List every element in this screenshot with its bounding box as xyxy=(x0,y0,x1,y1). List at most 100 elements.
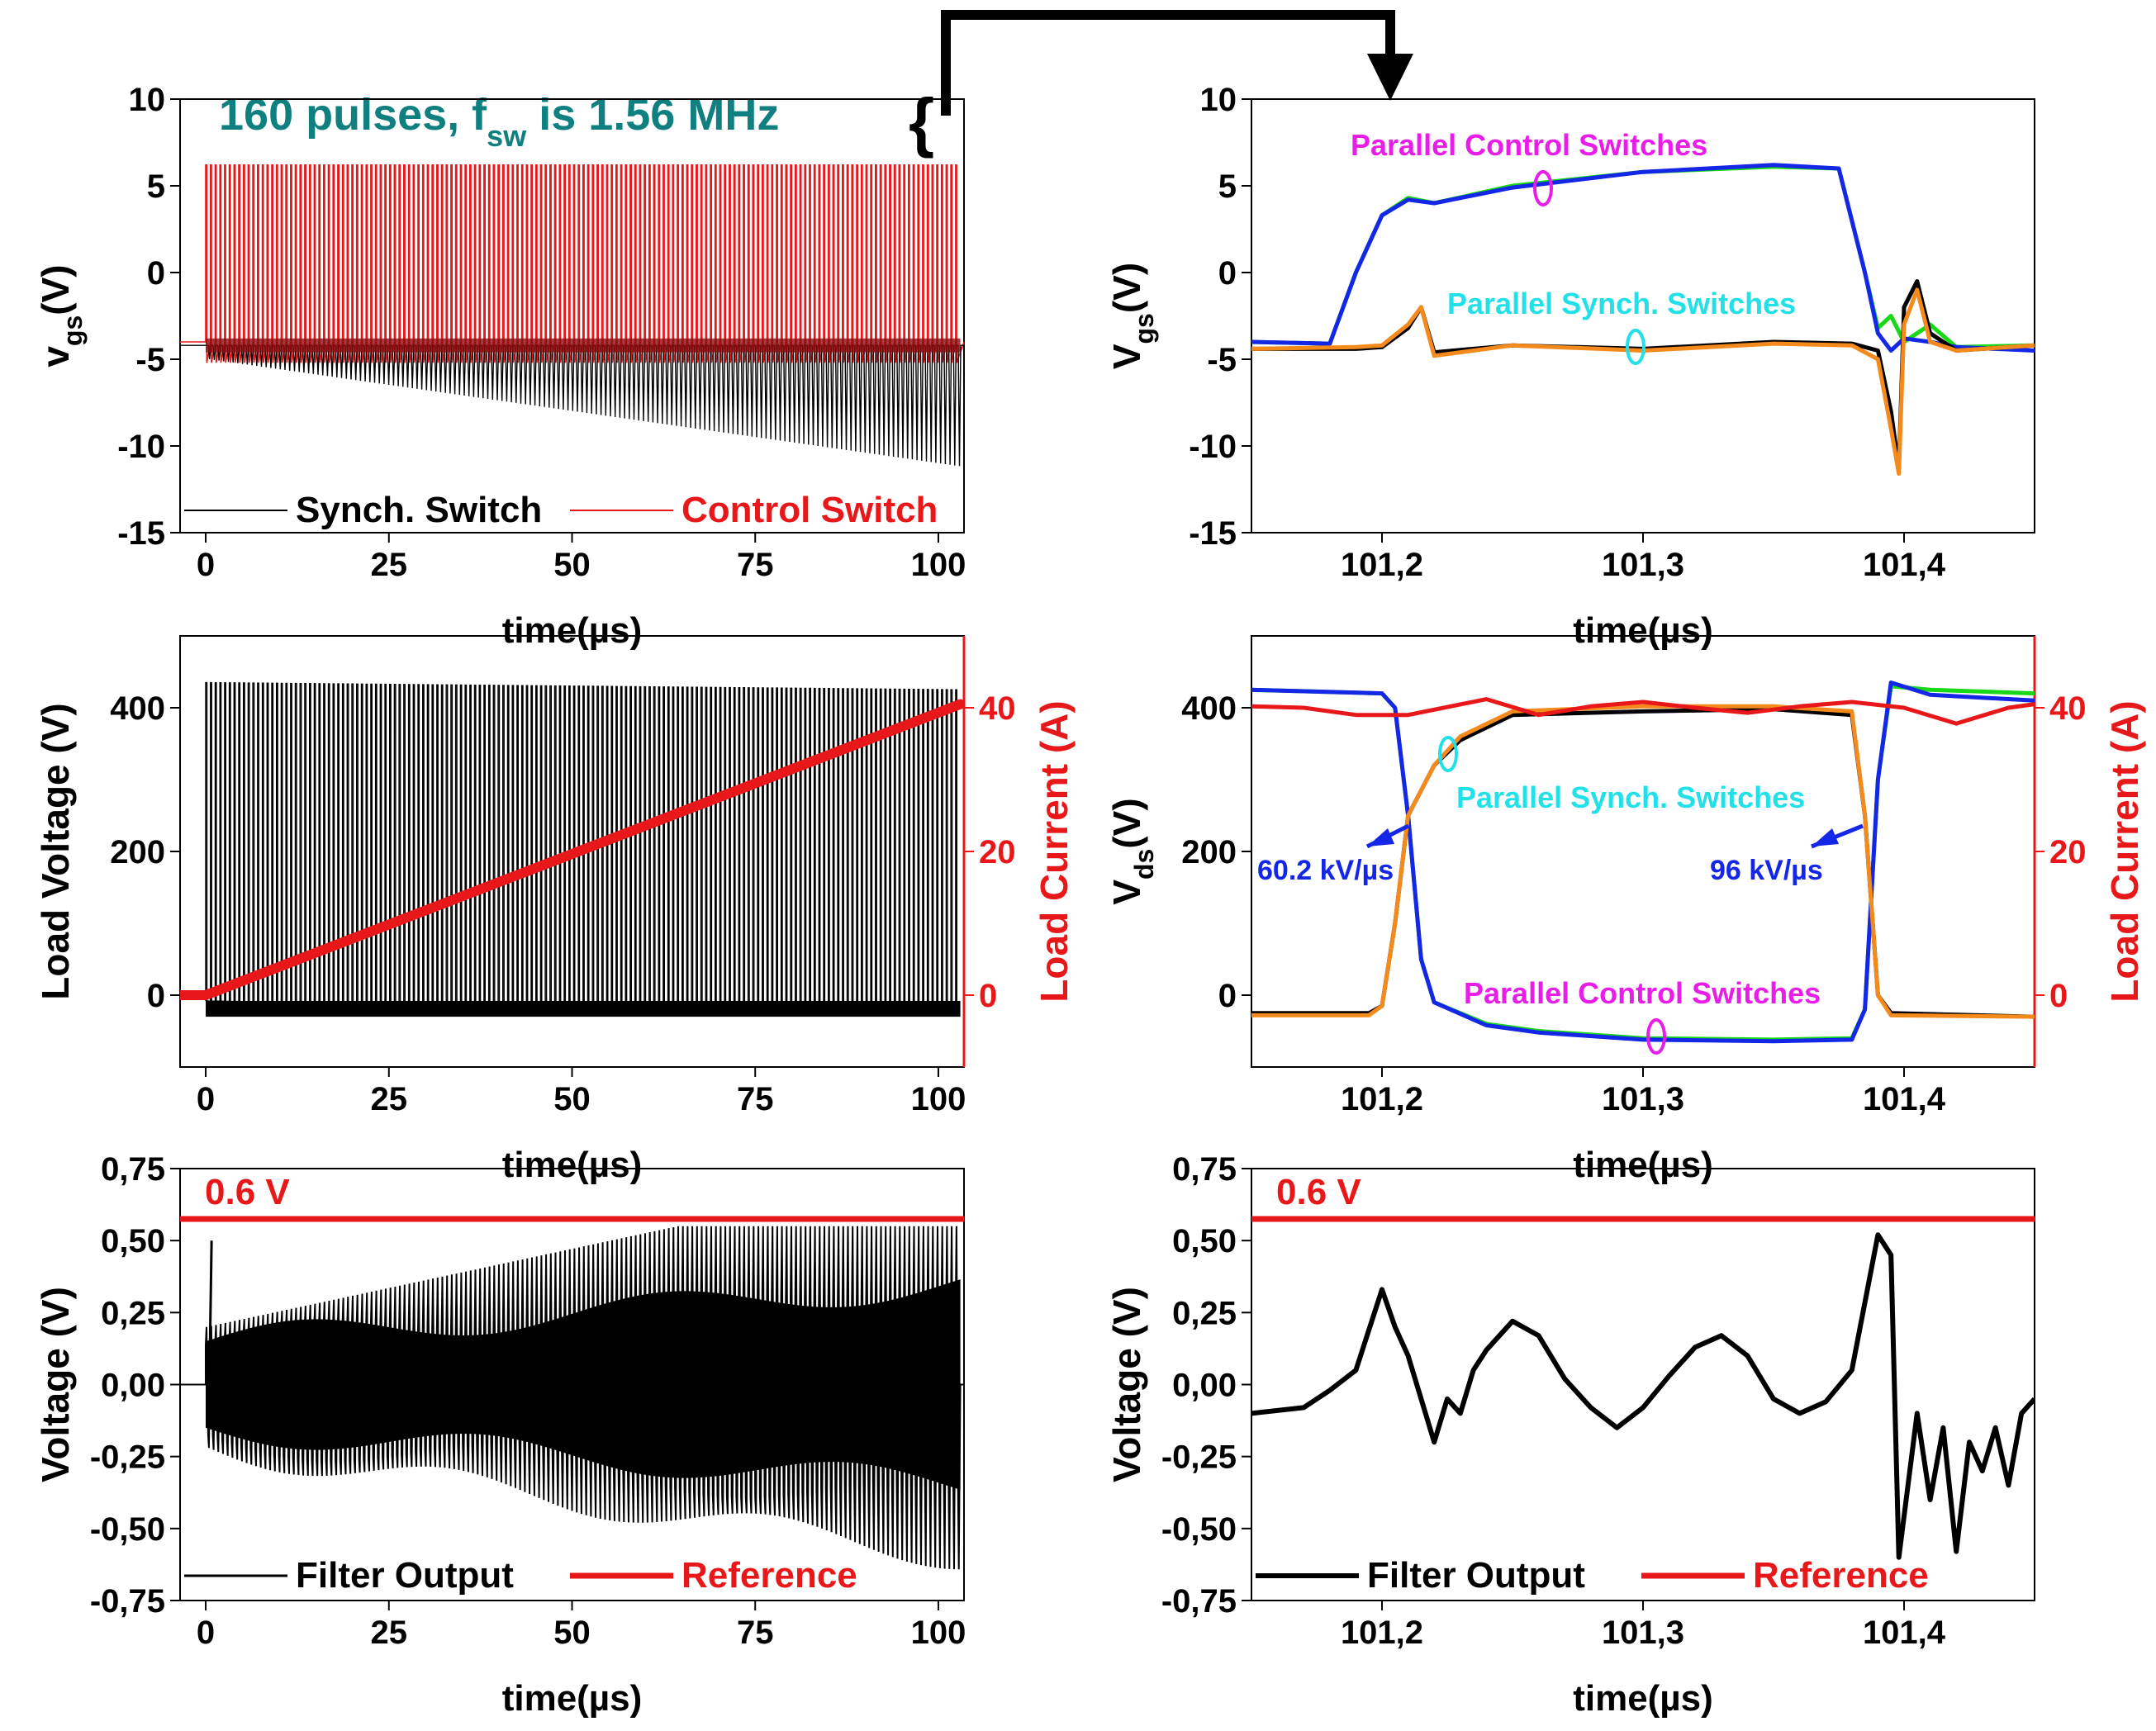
y-tick-label: 200 xyxy=(110,834,165,870)
x-tick-label: 25 xyxy=(371,547,408,583)
y-axis-label-unit: (V) xyxy=(1105,263,1148,313)
x-axis-label: time(µs) xyxy=(502,1145,643,1185)
chart-panel-filter-output-full: 0 25 50 75 100 0,75 0,50 0,25 0,00 -0,25 -0,50 -0,7… xyxy=(34,1151,966,1719)
slew-arrowhead-fall xyxy=(1367,828,1394,847)
y-axis-label: vgs(V) xyxy=(34,264,88,367)
annotation-control-switches: Parallel Control Switches xyxy=(1464,976,1821,1010)
annotation-marker-control xyxy=(1533,170,1553,206)
plot-frame xyxy=(1251,1168,2035,1601)
annotation-synch-switches: Parallel Synch. Switches xyxy=(1447,287,1796,320)
x-axis-label: time(µs) xyxy=(502,1678,643,1719)
y2-tick-label: 20 xyxy=(979,834,1016,870)
y-tick-label: 5 xyxy=(1218,168,1237,205)
annotation-marker-synch xyxy=(1626,329,1645,365)
annotation-slew-rate-fall: 60.2 kV/µs xyxy=(1257,855,1394,886)
x-tick-label: 25 xyxy=(371,1615,408,1651)
y-axis-label: Voltage (V) xyxy=(1105,1287,1148,1482)
legend-label: Filter Output xyxy=(296,1555,514,1596)
trace-control-2 xyxy=(1251,681,2035,1044)
y-tick-label: 0 xyxy=(1218,255,1237,292)
zoom-brace: { xyxy=(909,85,934,159)
y-tick-label: -0,75 xyxy=(90,1583,165,1620)
plot-frame xyxy=(179,98,965,534)
x-tick-label: 101,3 xyxy=(1602,547,1684,583)
y-axis-label-main: V xyxy=(1105,880,1148,905)
x-tick-label: 0 xyxy=(197,547,215,583)
y-axis-label: Voltage (V) xyxy=(34,1287,77,1482)
slew-arrowhead-rise xyxy=(1812,828,1839,847)
filter-output-initial-spike xyxy=(207,1240,213,1385)
y-tick-label: 0,50 xyxy=(101,1223,165,1259)
y-tick-label: -0,50 xyxy=(90,1511,165,1548)
y-tick-label: 0 xyxy=(147,978,165,1014)
y-tick-label: 0,00 xyxy=(1172,1368,1237,1404)
chart-panel-gate-voltage-full: 0 25 50 75 1001050-5-10-15time(µs)vgs(V)Sync… xyxy=(34,82,966,651)
y-axis-label-unit: (V) xyxy=(34,264,77,315)
y-tick-label: 0,25 xyxy=(1172,1295,1237,1331)
y-tick-label: 400 xyxy=(1181,690,1237,727)
x-tick-label: 100 xyxy=(911,1081,966,1117)
plot-area xyxy=(180,681,964,1017)
x-tick-label: 101,2 xyxy=(1341,1081,1423,1117)
legend-label: Filter Output xyxy=(1367,1555,1585,1596)
plot-area xyxy=(180,164,964,467)
y2-tick-label: 20 xyxy=(2049,834,2087,870)
y-axis-label-sub: gs xyxy=(58,315,88,346)
y-tick-label: 0,75 xyxy=(101,1151,165,1188)
x-tick-label: 101,2 xyxy=(1341,1615,1423,1651)
synch-switch-trace xyxy=(180,344,964,467)
annotation-synch-switches: Parallel Synch. Switches xyxy=(1456,780,1805,814)
y-tick-label: 10 xyxy=(129,82,166,118)
y-axis-label-sub: gs xyxy=(1129,313,1159,344)
legend-label: Reference xyxy=(1753,1555,1929,1596)
y-tick-label: 400 xyxy=(110,690,165,727)
y2-axis-label: Load Current (A) xyxy=(1033,700,1076,1002)
y-tick-label: 0,00 xyxy=(101,1368,165,1404)
filter-output-envelope xyxy=(206,1279,961,1490)
y-tick-label: 0 xyxy=(1218,978,1237,1014)
trace-synch-2 xyxy=(1251,704,2035,1019)
annotation-marker-synch xyxy=(1438,736,1458,772)
y-tick-label: -15 xyxy=(1189,515,1237,552)
trace-load-current xyxy=(1251,697,2035,726)
chart-panel-filter-output-zoom: 101,2 101,3 101,4 0,75 0,50 0,25 0,00 -0,25 -0,5… xyxy=(1105,1151,2035,1719)
y-tick-label: 200 xyxy=(1181,834,1237,870)
y-tick-label: -10 xyxy=(1189,429,1237,465)
y-axis-label: Vds(V) xyxy=(1105,798,1159,904)
y-tick-label: -0,25 xyxy=(90,1439,165,1476)
x-tick-label: 101,3 xyxy=(1602,1615,1684,1651)
x-tick-label: 101,4 xyxy=(1863,1615,1946,1651)
x-tick-label: 101,3 xyxy=(1602,1081,1684,1117)
load-current-trace xyxy=(180,699,964,1000)
reference-value-label: 0.6 V xyxy=(205,1172,290,1212)
x-tick-label: 100 xyxy=(911,1615,966,1651)
annotation-control-switches: Parallel Control Switches xyxy=(1351,128,1707,162)
y-tick-label: 5 xyxy=(147,168,165,205)
y2-tick-label: 0 xyxy=(979,978,997,1014)
control-switch-trace xyxy=(180,164,964,363)
legend-label: Control Switch xyxy=(681,490,938,530)
y-tick-label: 10 xyxy=(1200,82,1237,118)
x-tick-label: 50 xyxy=(553,1615,591,1651)
x-tick-label: 101,2 xyxy=(1341,547,1423,583)
y-tick-label: -15 xyxy=(117,515,165,552)
trace-control-2 xyxy=(1251,163,2035,353)
legend-label: Synch. Switch xyxy=(296,490,542,530)
plot-area xyxy=(1251,1232,2035,1560)
y-axis-label-unit: (V) xyxy=(1105,798,1148,848)
y-tick-label: -0,25 xyxy=(1161,1439,1237,1476)
x-tick-label: 25 xyxy=(371,1081,408,1117)
load-voltage-low-band xyxy=(206,1000,961,1017)
y-axis-label-sub: ds xyxy=(1129,849,1159,880)
y-tick-label: -0,50 xyxy=(1161,1511,1237,1548)
x-tick-label: 75 xyxy=(737,1081,774,1117)
x-tick-label: 101,4 xyxy=(1863,547,1946,583)
x-tick-label: 75 xyxy=(737,547,774,583)
y2-axis-label: Load Current (A) xyxy=(2103,700,2146,1002)
y-axis-label: Load Voltage (V) xyxy=(34,703,77,1000)
y-tick-label: 0,25 xyxy=(101,1295,165,1331)
x-axis-label: time(µs) xyxy=(502,610,643,651)
